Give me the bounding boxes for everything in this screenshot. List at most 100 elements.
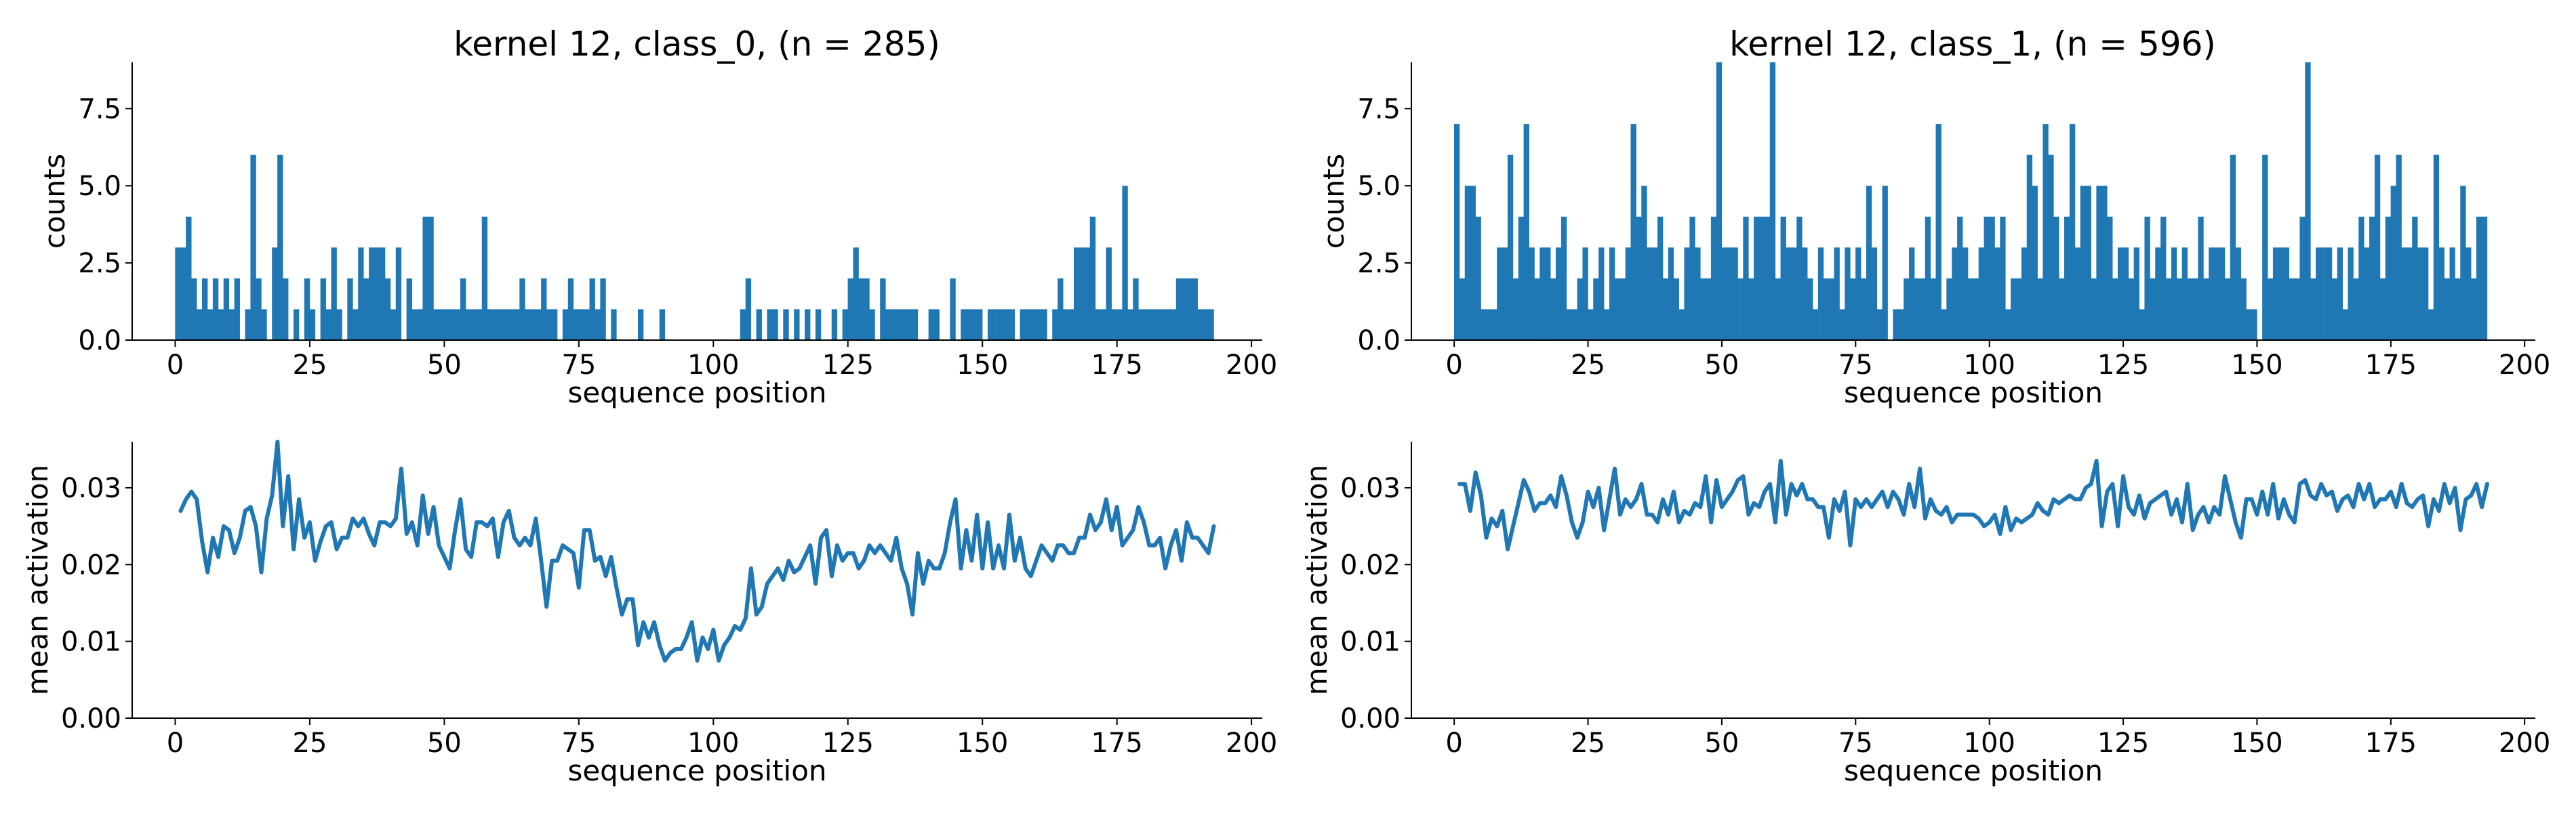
y-axis-label: mean activation <box>21 465 54 695</box>
bar <box>1588 309 1594 340</box>
bar <box>1834 247 1840 340</box>
bar <box>551 309 558 340</box>
bar <box>1539 247 1546 340</box>
bar <box>2476 216 2482 340</box>
series-line <box>1457 459 2489 551</box>
bar <box>2433 154 2440 341</box>
bar <box>2423 247 2429 340</box>
bar <box>858 278 864 340</box>
bar <box>1165 309 1171 340</box>
bar <box>2074 247 2081 340</box>
bar <box>869 309 875 340</box>
bar <box>411 309 418 340</box>
chart-title: kernel 12, class_0, (n = 285) <box>454 24 940 64</box>
x-tick-label: 125 <box>2097 728 2149 759</box>
bar <box>637 309 644 340</box>
bar <box>2150 278 2156 340</box>
bar <box>536 309 542 340</box>
y-ticks: 0.00 0.01 0.02 0.03 <box>61 473 132 734</box>
panel-bottom-right: 0 25 50 75 100 125 150 175 200 0.000.010.020.03 … <box>1300 442 2550 787</box>
bar <box>928 309 934 340</box>
bar <box>1041 309 1047 340</box>
bar <box>1507 154 1514 341</box>
bar <box>1486 309 1492 340</box>
bar <box>1170 309 1177 340</box>
bar <box>546 309 552 340</box>
bar <box>1802 247 1808 340</box>
bar <box>794 309 800 340</box>
bar <box>439 309 445 340</box>
bar <box>417 309 423 340</box>
y-ticks: 0.0 2.5 5.0 7.5 <box>1357 93 1411 356</box>
bar <box>1208 309 1214 340</box>
y-tick-label: 0.00 <box>61 703 121 734</box>
bar <box>2187 278 2193 340</box>
bar <box>2358 216 2364 340</box>
bar <box>2428 309 2434 340</box>
bar <box>1973 278 1979 340</box>
bar <box>1566 309 1573 340</box>
bar <box>2176 278 2183 340</box>
x-tick-label: 150 <box>2231 728 2282 759</box>
bar <box>595 309 601 340</box>
x-tick-label: 100 <box>687 350 739 381</box>
bar <box>218 309 224 340</box>
bar <box>2353 278 2359 340</box>
bar <box>2224 278 2231 340</box>
bar <box>1812 309 1819 340</box>
x-tick-label: 175 <box>1091 350 1142 381</box>
bar <box>541 278 547 340</box>
bar <box>912 309 919 340</box>
bar <box>901 309 908 340</box>
x-tick-label: 125 <box>822 350 874 381</box>
bar <box>1073 247 1080 340</box>
bar <box>1978 247 1984 340</box>
bar <box>2299 216 2306 340</box>
bar <box>1850 278 1856 340</box>
bar <box>847 278 853 340</box>
y-tick-label: 7.5 <box>78 93 121 125</box>
bar <box>2364 247 2370 340</box>
bar <box>481 216 488 340</box>
bar <box>1963 247 1969 340</box>
bar <box>1662 278 1669 340</box>
x-tick-label: 150 <box>957 728 1008 759</box>
bar <box>1786 247 1792 340</box>
chart-title: kernel 12, class_1, (n = 596) <box>1729 24 2216 64</box>
bar <box>1791 247 1797 340</box>
bar <box>2219 247 2226 340</box>
y-tick-label: 0.01 <box>1340 627 1401 658</box>
bar <box>2122 247 2129 340</box>
x-axis-label: sequence position <box>567 376 826 409</box>
y-axis-label: counts <box>38 154 71 249</box>
x-tick-label: 150 <box>2231 350 2282 381</box>
bar <box>1817 247 1824 340</box>
bar <box>390 309 397 340</box>
bar <box>320 278 326 340</box>
bar <box>1823 278 1830 340</box>
bar <box>325 309 331 340</box>
bar <box>2342 309 2348 340</box>
bar <box>772 309 778 340</box>
bar <box>891 309 897 340</box>
bar <box>1545 247 1551 340</box>
bar <box>1079 247 1085 340</box>
bar <box>223 278 230 340</box>
bar <box>815 309 822 340</box>
bar <box>1095 309 1102 340</box>
y-axis-label: mean activation <box>1300 465 1333 695</box>
x-tick-label: 100 <box>1964 728 2015 759</box>
bar <box>864 278 870 340</box>
bar <box>180 247 186 340</box>
bar <box>422 216 428 340</box>
series-line <box>178 440 1216 663</box>
bar <box>1636 216 1642 340</box>
bar <box>2015 278 2022 340</box>
bar <box>2262 154 2268 341</box>
y-tick-label: 0.03 <box>61 473 121 504</box>
bar <box>1737 278 1744 340</box>
bar <box>293 309 300 340</box>
bar <box>756 309 762 340</box>
bar <box>1025 309 1031 340</box>
bar <box>476 309 483 340</box>
